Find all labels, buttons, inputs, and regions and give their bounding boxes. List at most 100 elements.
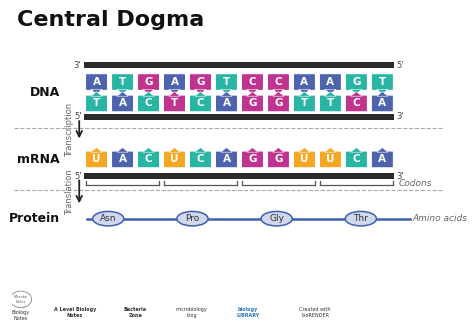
Polygon shape [221, 92, 232, 96]
Polygon shape [221, 147, 232, 152]
FancyBboxPatch shape [85, 95, 108, 112]
Text: C: C [249, 77, 256, 87]
Text: Microbe
Notes: Microbe Notes [14, 295, 28, 304]
Polygon shape [273, 89, 284, 94]
Text: T: T [119, 77, 126, 87]
FancyBboxPatch shape [215, 74, 237, 90]
Polygon shape [117, 92, 128, 96]
FancyBboxPatch shape [319, 151, 341, 168]
Text: T: T [171, 98, 178, 108]
Text: T: T [93, 98, 100, 108]
FancyBboxPatch shape [241, 74, 264, 90]
FancyBboxPatch shape [346, 74, 367, 90]
Polygon shape [351, 147, 362, 152]
Text: 5': 5' [74, 172, 82, 181]
Polygon shape [247, 92, 258, 96]
Polygon shape [299, 147, 310, 152]
Text: A: A [118, 154, 127, 164]
Polygon shape [377, 89, 388, 94]
Text: Transcription: Transcription [65, 103, 74, 157]
Text: A: A [378, 154, 386, 164]
Text: 3': 3' [74, 61, 82, 70]
Text: A: A [327, 77, 334, 87]
FancyBboxPatch shape [267, 151, 290, 168]
Text: A: A [301, 77, 309, 87]
FancyBboxPatch shape [111, 151, 134, 168]
Text: 5': 5' [74, 112, 82, 121]
Text: Translation: Translation [65, 169, 74, 215]
FancyBboxPatch shape [371, 151, 393, 168]
FancyBboxPatch shape [267, 74, 290, 90]
Polygon shape [195, 92, 206, 96]
Text: 3': 3' [397, 172, 404, 181]
FancyBboxPatch shape [319, 95, 341, 112]
Text: G: G [352, 77, 361, 87]
Text: A: A [222, 154, 230, 164]
FancyBboxPatch shape [164, 74, 185, 90]
Polygon shape [247, 147, 258, 152]
Text: C: C [197, 154, 204, 164]
Text: A: A [378, 98, 386, 108]
Text: G: G [144, 77, 153, 87]
Text: Codons: Codons [399, 179, 432, 188]
Polygon shape [143, 89, 154, 94]
Text: 3': 3' [397, 112, 404, 121]
Polygon shape [377, 92, 388, 96]
Text: C: C [145, 98, 152, 108]
FancyBboxPatch shape [371, 74, 393, 90]
Text: mRNA: mRNA [17, 153, 60, 166]
Text: U: U [326, 154, 335, 164]
Text: Thr: Thr [354, 214, 368, 223]
FancyBboxPatch shape [137, 95, 160, 112]
FancyBboxPatch shape [293, 74, 316, 90]
Text: T: T [223, 77, 230, 87]
Polygon shape [299, 89, 310, 94]
Polygon shape [299, 92, 310, 96]
Polygon shape [195, 89, 206, 94]
Polygon shape [91, 92, 102, 96]
Polygon shape [325, 89, 336, 94]
FancyBboxPatch shape [190, 151, 211, 168]
FancyBboxPatch shape [346, 95, 367, 112]
Text: A: A [171, 77, 179, 87]
Polygon shape [91, 147, 102, 152]
Polygon shape [221, 89, 232, 94]
FancyBboxPatch shape [215, 151, 237, 168]
Polygon shape [351, 89, 362, 94]
Circle shape [10, 291, 32, 307]
Polygon shape [273, 92, 284, 96]
Text: Central Dogma: Central Dogma [18, 10, 205, 30]
FancyBboxPatch shape [293, 151, 316, 168]
FancyBboxPatch shape [319, 74, 341, 90]
Text: T: T [301, 98, 308, 108]
FancyBboxPatch shape [111, 95, 134, 112]
Text: A: A [92, 77, 100, 87]
Polygon shape [169, 92, 180, 96]
Text: Asn: Asn [100, 214, 117, 223]
Polygon shape [351, 92, 362, 96]
Text: C: C [145, 154, 152, 164]
Text: Pro: Pro [185, 214, 200, 223]
Polygon shape [325, 92, 336, 96]
Text: T: T [327, 98, 334, 108]
Text: Amino acids: Amino acids [413, 214, 468, 223]
FancyBboxPatch shape [215, 95, 237, 112]
Text: G: G [248, 154, 257, 164]
FancyBboxPatch shape [85, 74, 108, 90]
Text: T: T [379, 77, 386, 87]
Ellipse shape [177, 211, 208, 226]
Text: 5': 5' [397, 61, 404, 70]
FancyBboxPatch shape [164, 95, 185, 112]
Polygon shape [143, 147, 154, 152]
FancyBboxPatch shape [84, 114, 394, 120]
Text: C: C [353, 98, 360, 108]
Text: A Level Biology
Notes: A Level Biology Notes [54, 307, 96, 318]
FancyBboxPatch shape [293, 95, 316, 112]
Text: G: G [248, 98, 257, 108]
Text: A: A [222, 98, 230, 108]
FancyBboxPatch shape [164, 151, 185, 168]
Polygon shape [91, 89, 102, 94]
Text: G: G [274, 154, 283, 164]
FancyBboxPatch shape [84, 173, 394, 179]
Text: G: G [274, 98, 283, 108]
